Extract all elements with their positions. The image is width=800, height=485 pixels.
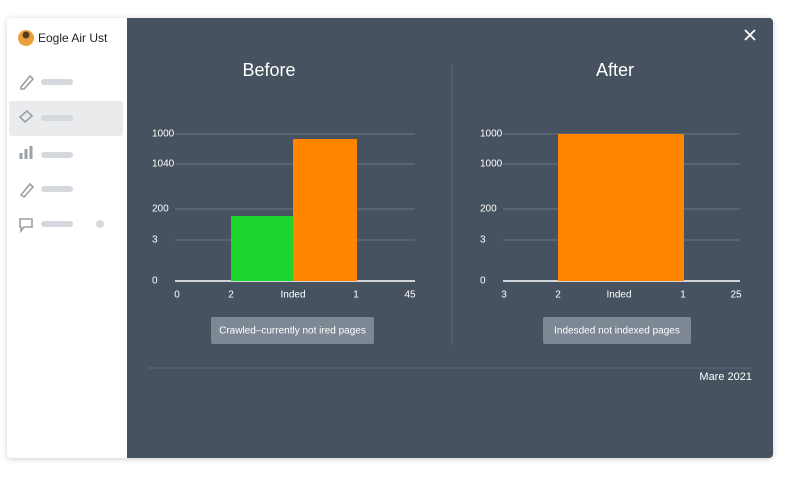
y-tick-label: 0: [480, 276, 486, 287]
x-tick-label: Inded: [280, 290, 305, 301]
icon-pen[interactable]: [19, 182, 35, 199]
icon-chart[interactable]: [19, 146, 33, 159]
placeholder: [41, 115, 73, 121]
x-tick-label: 1: [680, 290, 686, 301]
icon-pencil[interactable]: [20, 74, 35, 90]
y-tick-label: 1000: [480, 159, 503, 170]
button[interactable]: [211, 317, 374, 344]
x-tick-label: 25: [730, 290, 742, 301]
x-tick-label: 2: [555, 290, 561, 301]
placeholder: [41, 152, 73, 158]
app-title: Eogle Air Ust: [38, 31, 108, 45]
button-label: Crawled–currently not ired pages: [219, 326, 366, 337]
bar: [293, 138, 357, 281]
y-tick-label: 0: [152, 276, 158, 287]
y-tick-label: 3: [152, 235, 158, 246]
bar: [231, 216, 293, 281]
y-tick-label: 1040: [152, 159, 175, 170]
panel-title: Before: [242, 60, 295, 80]
icon-comment[interactable]: [19, 218, 33, 234]
button[interactable]: [543, 317, 691, 344]
x-tick-label: 2: [228, 290, 234, 301]
button-label: Indesded not indexed pages: [554, 326, 680, 337]
footer-date: Mare 2021: [699, 371, 752, 383]
placeholder: [41, 186, 73, 192]
x-tick-label: 45: [404, 290, 416, 301]
x-tick-label: 3: [501, 290, 507, 301]
bar: [558, 134, 684, 281]
icon-eraser[interactable]: [18, 109, 34, 124]
dot: [96, 220, 104, 228]
main-area: [127, 18, 773, 458]
sidebar-placeholders: [41, 79, 104, 228]
sidebar-icons: [18, 74, 35, 234]
y-tick-label: 3: [480, 235, 486, 246]
placeholder: [41, 221, 73, 227]
x-tick-label: Inded: [606, 290, 631, 301]
y-tick-label: 200: [152, 204, 169, 215]
close-button[interactable]: [744, 29, 756, 41]
y-tick-label: 200: [480, 204, 497, 215]
y-tick-label: 1000: [480, 129, 503, 140]
avatar-head: [22, 31, 30, 39]
placeholder: [41, 79, 73, 85]
y-tick-label: 1000: [152, 129, 175, 140]
x-tick-label: 1: [353, 290, 359, 301]
panel-title: After: [596, 60, 634, 80]
x-tick-label: 0: [174, 290, 180, 301]
